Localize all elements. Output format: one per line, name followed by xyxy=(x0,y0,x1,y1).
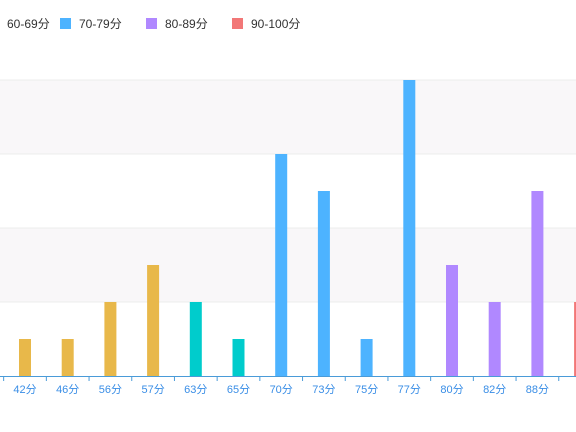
bar[interactable] xyxy=(574,302,576,376)
x-tick-label: 56分 xyxy=(99,383,122,396)
bar[interactable] xyxy=(488,302,501,376)
x-tick-label: 80分 xyxy=(440,383,463,396)
legend-item[interactable]: 90-100分 xyxy=(232,17,300,31)
x-tick-label: 73分 xyxy=(312,383,335,396)
bar[interactable] xyxy=(275,154,288,376)
grid-band xyxy=(0,228,576,302)
x-axis: 42分46分56分57分63分65分70分73分75分77分80分82分88分9 xyxy=(0,376,576,396)
bar[interactable] xyxy=(403,80,416,376)
legend-swatch xyxy=(60,18,71,29)
legend[interactable]: 60-69分 70-79分 80-89分 90-100分 xyxy=(0,17,300,31)
bar[interactable] xyxy=(104,302,117,376)
bar[interactable] xyxy=(446,265,458,376)
bar[interactable] xyxy=(360,339,373,376)
x-tick-label: 63分 xyxy=(184,383,207,396)
bar[interactable] xyxy=(189,302,202,376)
legend-item[interactable]: 70-79分 xyxy=(60,17,122,31)
x-tick-label: 46分 xyxy=(56,383,79,396)
x-tick-label: 77分 xyxy=(398,383,421,396)
legend-label: 80-89分 xyxy=(165,17,208,31)
bar[interactable] xyxy=(531,191,544,376)
x-tick-label: 57分 xyxy=(141,383,164,396)
legend-swatch xyxy=(146,18,157,29)
bar[interactable] xyxy=(147,265,160,376)
legend-item[interactable]: 60-69分 xyxy=(0,17,50,31)
legend-item[interactable]: 80-89分 xyxy=(146,17,208,31)
x-tick-label: 82分 xyxy=(483,383,506,396)
bar[interactable] xyxy=(61,339,74,376)
grid-band xyxy=(0,80,576,154)
bar[interactable] xyxy=(317,191,330,376)
x-tick-label: 75分 xyxy=(355,383,378,396)
x-tick-label: 70分 xyxy=(270,383,293,396)
x-tick-label: 88分 xyxy=(526,383,549,396)
x-tick-label: 42分 xyxy=(13,383,36,396)
legend-swatch xyxy=(232,18,243,29)
bars xyxy=(19,80,576,376)
legend-label: 90-100分 xyxy=(251,17,300,31)
bar[interactable] xyxy=(19,339,31,376)
bar[interactable] xyxy=(232,339,245,376)
legend-label: 70-79分 xyxy=(79,17,122,31)
legend-label: 60-69分 xyxy=(7,17,50,31)
grid-bands xyxy=(0,79,576,303)
x-tick-label: 65分 xyxy=(227,383,250,396)
